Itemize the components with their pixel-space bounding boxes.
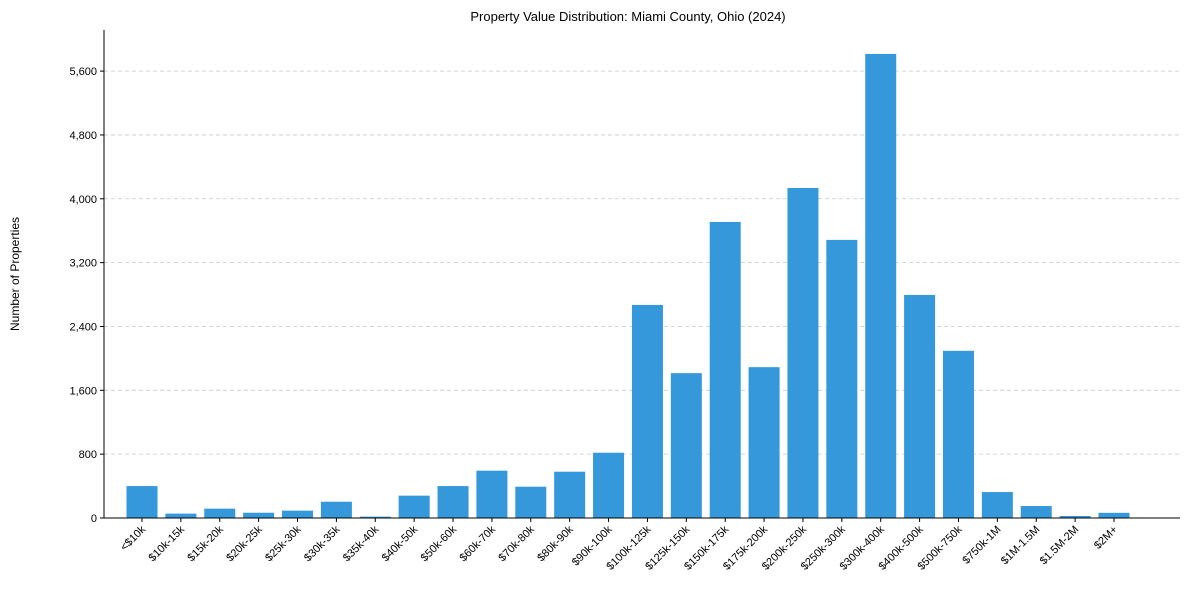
bar — [126, 486, 158, 518]
bar — [593, 452, 625, 518]
bar — [826, 239, 858, 518]
bar — [165, 513, 197, 518]
x-tick-label: $30k-35k — [302, 523, 343, 564]
x-tick-label: $1M-1.5M — [999, 524, 1043, 568]
x-tick-label: <$10k — [118, 523, 148, 553]
x-tick-label: $10k-15k — [147, 523, 188, 564]
bar — [787, 188, 819, 518]
bar — [709, 221, 741, 518]
y-tick-label: 1,600 — [69, 385, 97, 397]
bar — [437, 486, 469, 518]
x-tick-label: $80k-90k — [535, 523, 576, 564]
bar — [476, 470, 508, 518]
x-tick-label: $1.5M-2M — [1038, 524, 1082, 568]
bar — [631, 304, 663, 518]
x-tick-label: $50k-60k — [419, 523, 460, 564]
bar — [554, 471, 586, 518]
bar — [398, 495, 430, 518]
x-tick-label: $25k-30k — [263, 523, 304, 564]
bar — [320, 501, 352, 518]
y-tick-label: 800 — [79, 449, 97, 461]
bar — [282, 510, 314, 518]
y-tick-label: 0 — [91, 513, 97, 525]
x-tick-label: $35k-40k — [341, 523, 382, 564]
bar — [670, 373, 702, 518]
x-tick-label: $750k-1M — [960, 524, 1003, 567]
x-tick-label: $20k-25k — [224, 523, 265, 564]
x-tick-label: $40k-50k — [380, 523, 421, 564]
x-tick-label: $70k-80k — [496, 523, 537, 564]
bar — [1059, 516, 1091, 518]
x-tick-label: $15k-20k — [185, 523, 226, 564]
y-tick-label: 2,400 — [69, 321, 97, 333]
y-tick-label: 4,800 — [69, 130, 97, 142]
x-tick-label: $60k-70k — [458, 523, 499, 564]
bar — [865, 53, 897, 518]
bar — [243, 512, 275, 518]
bar — [1020, 506, 1052, 518]
y-axis-label: Number of Properties — [8, 217, 22, 331]
chart-title: Property Value Distribution: Miami Count… — [470, 9, 785, 24]
bar — [515, 486, 547, 518]
bar — [359, 516, 391, 518]
bar — [1098, 512, 1130, 518]
bar — [904, 294, 936, 518]
y-tick-label: 3,200 — [69, 258, 97, 270]
y-tick-label: 4,000 — [69, 194, 97, 206]
y-tick-label: 5,600 — [69, 66, 97, 78]
bar — [942, 350, 974, 518]
bar — [204, 508, 236, 518]
x-tick-label: $2M+ — [1092, 524, 1120, 552]
bar — [981, 492, 1013, 518]
bar — [748, 367, 780, 518]
